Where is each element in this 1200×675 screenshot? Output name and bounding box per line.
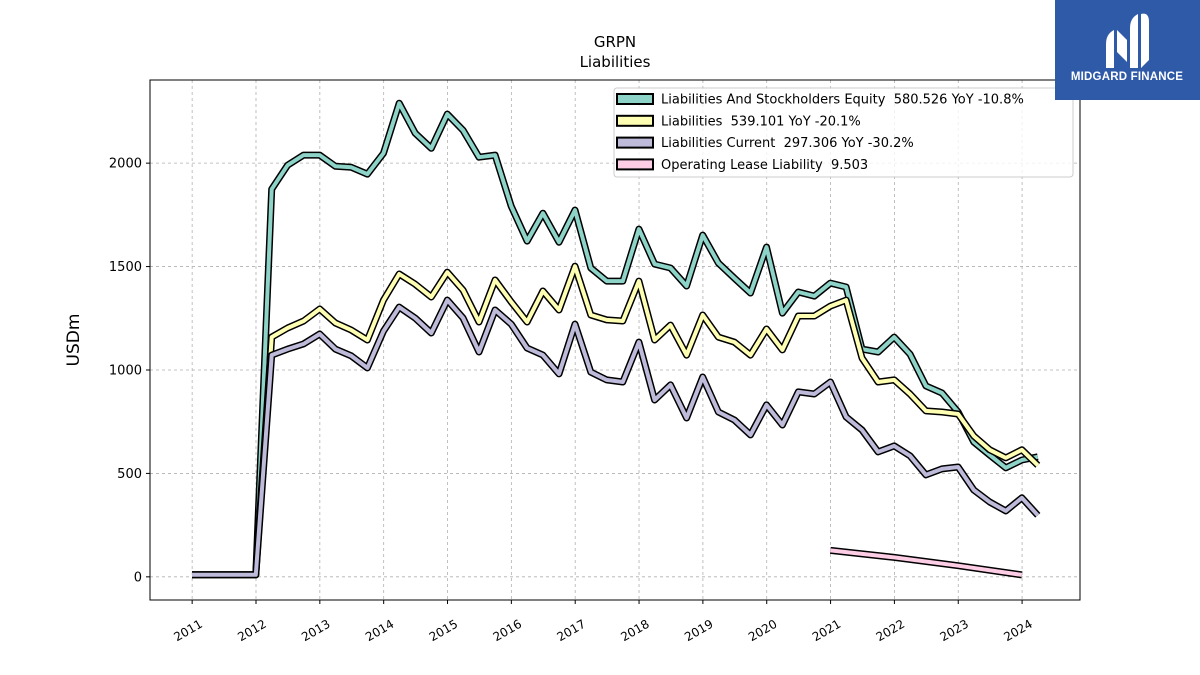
- chart-title: GRPN: [594, 33, 636, 51]
- series-line: [192, 101, 1039, 577]
- legend-swatch: [616, 136, 654, 149]
- y-tick-label: 500: [117, 467, 142, 482]
- legend-label: Liabilities And Stockholders Equity 580.…: [661, 93, 1024, 108]
- series-liabilities-current: [192, 296, 1041, 579]
- legend-box: [613, 87, 1074, 178]
- midgard-finance-logo: MIDGARD FINANCE: [1055, 0, 1200, 100]
- y-tick-label: 0: [134, 570, 142, 585]
- legend-label: Liabilities 539.101 YoY -20.1%: [661, 114, 861, 129]
- legend-label: Operating Lease Liability 9.503: [661, 158, 868, 173]
- series-line: [830, 548, 1023, 577]
- logo-text: MIDGARD FINANCE: [1071, 71, 1183, 83]
- legend-item: Liabilities Current 297.306 YoY -30.2%: [616, 136, 914, 151]
- legend-item: Liabilities And Stockholders Equity 580.…: [616, 93, 1024, 108]
- series-liabilities-and-stockholders-equity: [192, 99, 1039, 579]
- plot-frame: [149, 79, 1081, 601]
- series-line: [192, 264, 1040, 577]
- y-tick-label: 2000: [109, 157, 142, 172]
- legend-label: Liabilities Current 297.306 YoY -30.2%: [661, 136, 914, 151]
- y-tick-label: 1500: [109, 260, 142, 275]
- y-axis-label: USDm: [64, 314, 84, 367]
- legend: Liabilities And Stockholders Equity 580.…: [613, 87, 1074, 178]
- legend-item: Liabilities 539.101 YoY -20.1%: [616, 114, 861, 129]
- series-line: [192, 298, 1040, 577]
- series-operating-lease-liability: [830, 546, 1023, 579]
- legend-swatch: [616, 114, 654, 127]
- series-lines: [192, 99, 1041, 579]
- chart-subtitle: Liabilities: [580, 53, 651, 71]
- series-liabilities: [192, 262, 1041, 579]
- legend-item: Operating Lease Liability 9.503: [616, 158, 868, 173]
- legend-swatch: [616, 158, 654, 171]
- logo-background: [1055, 0, 1200, 100]
- legend-swatch: [616, 93, 654, 105]
- midgard-m-icon: [1106, 13, 1149, 68]
- y-tick-label: 1000: [109, 363, 142, 378]
